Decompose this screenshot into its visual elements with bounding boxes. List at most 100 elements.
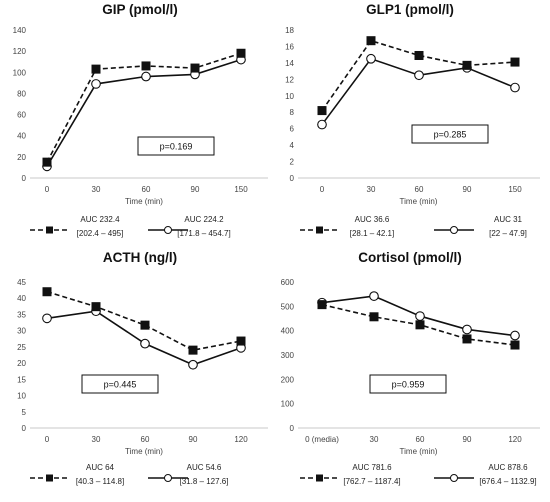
y-tick-label: 60 — [17, 111, 26, 120]
series-line-dashed — [46, 290, 242, 351]
legend-range-label: [31.8 – 127.6] — [180, 477, 229, 486]
data-point-square — [188, 345, 198, 355]
y-tick-label: 600 — [281, 278, 295, 287]
p-value-box — [81, 374, 159, 394]
legend-auc-label: AUC 878.6 — [488, 463, 528, 472]
legend-auc-label: AUC 224.2 — [184, 215, 224, 224]
x-tick-label: 120 — [508, 435, 522, 444]
chart-panel-2: GLP1 (pmol/l) 0 2 4 6 8 10 12 14 16 18 0 30 60 90 150 Ti… — [285, 2, 540, 238]
legend-auc-label: AUC 781.6 — [352, 463, 392, 472]
data-point-square — [190, 63, 200, 73]
legend-marker-square — [46, 474, 53, 482]
data-point-square — [236, 48, 246, 58]
p-value-label: p=0.445 — [104, 380, 137, 390]
p-value-label: p=0.285 — [434, 130, 467, 140]
y-tick-label: 2 — [290, 158, 295, 167]
p-value-label: p=0.959 — [392, 380, 425, 390]
legend-marker-circle — [450, 474, 458, 482]
data-point-square — [510, 340, 520, 350]
chart-title: GLP1 (pmol/l) — [366, 2, 454, 17]
chart-title: GIP (pmol/l) — [102, 2, 178, 17]
x-tick-label: 60 — [141, 435, 150, 444]
data-point-square — [462, 334, 472, 344]
y-tick-label: 8 — [290, 108, 295, 117]
legend-marker-square — [316, 474, 323, 482]
data-point-circle — [510, 330, 520, 341]
x-tick-label: 90 — [189, 435, 198, 444]
y-tick-label: 45 — [17, 278, 26, 287]
y-tick-label: 30 — [17, 327, 26, 336]
data-point-square — [317, 106, 327, 116]
y-tick-label: 12 — [285, 75, 294, 84]
data-point-circle — [366, 53, 376, 64]
p-value-box — [137, 136, 215, 156]
y-tick-label: 35 — [17, 310, 26, 319]
data-point-square — [140, 320, 150, 330]
x-tick-label: 60 — [416, 435, 425, 444]
data-point-square — [42, 287, 52, 297]
data-point-square — [414, 50, 424, 60]
y-tick-label: 5 — [22, 408, 27, 417]
x-tick-label: 30 — [92, 435, 101, 444]
y-tick-label: 300 — [281, 351, 295, 360]
legend-auc-label: AUC 36.6 — [355, 215, 390, 224]
x-tick-label: 0 (media) — [305, 435, 339, 444]
x-tick-label: 90 — [463, 185, 472, 194]
x-tick-label: 60 — [142, 185, 151, 194]
x-axis-label: Time (min) — [125, 447, 163, 456]
legend-marker-square — [46, 226, 53, 234]
y-tick-label: 10 — [17, 392, 26, 401]
legend-range-label: [676.4 – 1132.9] — [479, 477, 536, 486]
data-point-square — [141, 61, 151, 71]
x-tick-label: 60 — [415, 185, 424, 194]
data-point-square — [91, 302, 101, 312]
data-point-circle — [141, 71, 151, 82]
data-point-circle — [369, 291, 379, 301]
data-point-circle — [317, 119, 327, 130]
x-tick-label: 0 — [45, 435, 50, 444]
y-tick-label: 6 — [290, 125, 295, 134]
legend-range-label: [40.3 – 114.8] — [76, 477, 124, 486]
x-tick-label: 120 — [234, 435, 248, 444]
y-tick-label: 140 — [13, 26, 27, 35]
legend-range-label: [22 – 47.9] — [489, 229, 527, 238]
legend-marker-square — [316, 226, 323, 234]
y-tick-label: 0 — [22, 424, 27, 433]
y-tick-label: 16 — [285, 42, 294, 51]
data-point-circle — [510, 82, 520, 93]
x-tick-label: 0 — [45, 185, 50, 194]
x-axis-label: Time (min) — [125, 197, 163, 206]
legend-range-label: [28.1 – 42.1] — [350, 229, 394, 238]
y-tick-label: 120 — [13, 47, 27, 56]
y-tick-label: 0 — [22, 174, 27, 183]
legend-auc-label: AUC 54.6 — [187, 463, 222, 472]
y-tick-label: 40 — [17, 132, 26, 141]
y-tick-label: 100 — [13, 68, 27, 77]
x-tick-label: 150 — [234, 185, 248, 194]
legend-range-label: [202.4 – 495] — [77, 229, 124, 238]
chart-panel-4: Cortisol (pmol/l) 0 100 200 300 400 500 600 0 (m… — [281, 250, 540, 486]
data-point-square — [462, 60, 472, 70]
x-axis-label: Time (min) — [400, 197, 438, 206]
chart-panel-1: GIP (pmol/l) 0 20 40 60 80 100 120 140 0 30 60 90 150… — [13, 2, 268, 238]
x-axis-label: Time (min) — [400, 447, 438, 456]
y-tick-label: 80 — [17, 89, 26, 98]
data-point-square — [510, 57, 520, 67]
data-point-circle — [462, 324, 472, 335]
y-tick-label: 4 — [290, 141, 295, 150]
data-point-square — [369, 312, 379, 322]
legend-auc-label: AUC 31 — [494, 215, 523, 224]
y-tick-label: 0 — [290, 424, 295, 433]
chart-title: ACTH (ng/l) — [103, 250, 177, 265]
chart-panel-3: ACTH (ng/l) 0 5 10 15 20 25 30 35 40 45 0 30 60 90 120 T… — [17, 250, 268, 486]
y-tick-label: 14 — [285, 59, 294, 68]
legend-range-label: [762.7 – 1187.4] — [343, 477, 400, 486]
y-tick-label: 100 — [281, 400, 295, 409]
x-tick-label: 30 — [92, 185, 101, 194]
x-tick-label: 150 — [508, 185, 522, 194]
y-tick-label: 0 — [290, 174, 295, 183]
data-point-square — [415, 320, 425, 330]
y-tick-label: 20 — [17, 359, 26, 368]
series-line-dashed — [321, 39, 516, 112]
